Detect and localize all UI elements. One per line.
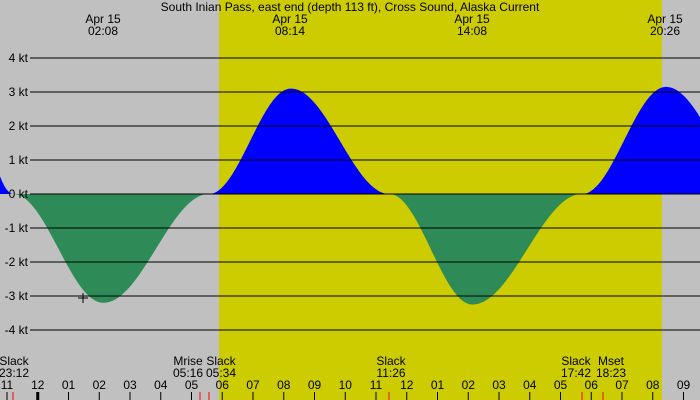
current-curve [0, 86, 700, 305]
event-ticks [12, 392, 604, 400]
x-hour-label: 04 [154, 378, 168, 392]
peak-4-time: 20:26 [650, 24, 680, 38]
peak-labels: Apr 15 02:08 Apr 15 08:14 Apr 15 14:08 A… [85, 12, 683, 38]
event-labels: Slack 23:12 Mrise 05:16 Slack 05:34 Slac… [0, 354, 626, 380]
x-hour-label: 06 [216, 378, 230, 392]
x-hour-label: 05 [185, 378, 199, 392]
x-hour-label: 03 [123, 378, 137, 392]
event-mrise-label: Mrise [173, 354, 203, 368]
event-slack-2-time: 05:34 [206, 366, 236, 380]
event-slack-1-time: 23:12 [0, 366, 29, 380]
event-slack-2-label: Slack [206, 354, 236, 368]
x-hour-label: 05 [554, 378, 568, 392]
ebb-area [0, 194, 700, 305]
y-tick-label: 2 kt [9, 119, 29, 133]
grid-lines [30, 57, 700, 331]
event-slack-4-time: 17:42 [561, 366, 591, 380]
event-slack-3-label: Slack [376, 354, 406, 368]
y-tick-label: 1 kt [9, 153, 29, 167]
x-hour-label: 10 [339, 378, 353, 392]
x-hour-label: 02 [462, 378, 476, 392]
y-tick-label: -1 kt [5, 221, 29, 235]
x-hour-label: 02 [93, 378, 107, 392]
x-hour-label: 11 [1, 378, 14, 392]
peak-1-date: Apr 15 [85, 12, 121, 26]
x-hour-label: 03 [492, 378, 506, 392]
x-hour-label: 04 [523, 378, 537, 392]
y-tick-label: -4 kt [5, 323, 29, 337]
x-hour-label: 07 [615, 378, 629, 392]
peak-1-time: 02:08 [88, 24, 118, 38]
event-slack-3-time: 11:26 [376, 366, 405, 380]
event-mset-label: Mset [598, 354, 625, 368]
x-hour-label: 09 [677, 378, 691, 392]
x-hour-label: 08 [277, 378, 291, 392]
x-hour-label: 07 [246, 378, 260, 392]
event-slack-1-label: Slack [0, 354, 30, 368]
x-hour-label: 01 [62, 378, 76, 392]
peak-2-date: Apr 15 [272, 12, 308, 26]
x-hour-label: 12 [31, 378, 45, 392]
flood-area [0, 86, 700, 194]
peak-2-time: 08:14 [275, 24, 305, 38]
x-hour-label: 06 [585, 378, 599, 392]
x-axis-hours: 11 12 01 02 03 04 05 06 07 08 09 10 11 12 01 02 03 04 05 06… [1, 378, 691, 400]
event-slack-4-label: Slack [561, 354, 591, 368]
x-hour-label: 01 [431, 378, 445, 392]
y-tick-label: 3 kt [9, 85, 29, 99]
y-axis-labels: 4 kt 3 kt 2 kt 1 kt 0 kt -1 kt -2 kt -3 kt -4 kt [5, 51, 29, 337]
event-mset-time: 18:23 [596, 366, 626, 380]
y-tick-label: 4 kt [9, 51, 29, 65]
peak-3-time: 14:08 [457, 24, 487, 38]
chart-title: South Inian Pass, east end (depth 113 ft… [161, 0, 540, 14]
x-hour-label: 08 [646, 378, 660, 392]
y-tick-label: 0 kt [9, 187, 29, 201]
x-hour-label: 09 [308, 378, 322, 392]
x-hour-label: 11 [370, 378, 383, 392]
event-mrise-time: 05:16 [173, 366, 203, 380]
peak-4-date: Apr 15 [647, 12, 683, 26]
crosshair-marker [78, 293, 88, 303]
y-tick-label: -3 kt [5, 289, 29, 303]
peak-3-date: Apr 15 [454, 12, 490, 26]
y-tick-label: -2 kt [5, 255, 29, 269]
x-hour-label: 12 [400, 378, 414, 392]
